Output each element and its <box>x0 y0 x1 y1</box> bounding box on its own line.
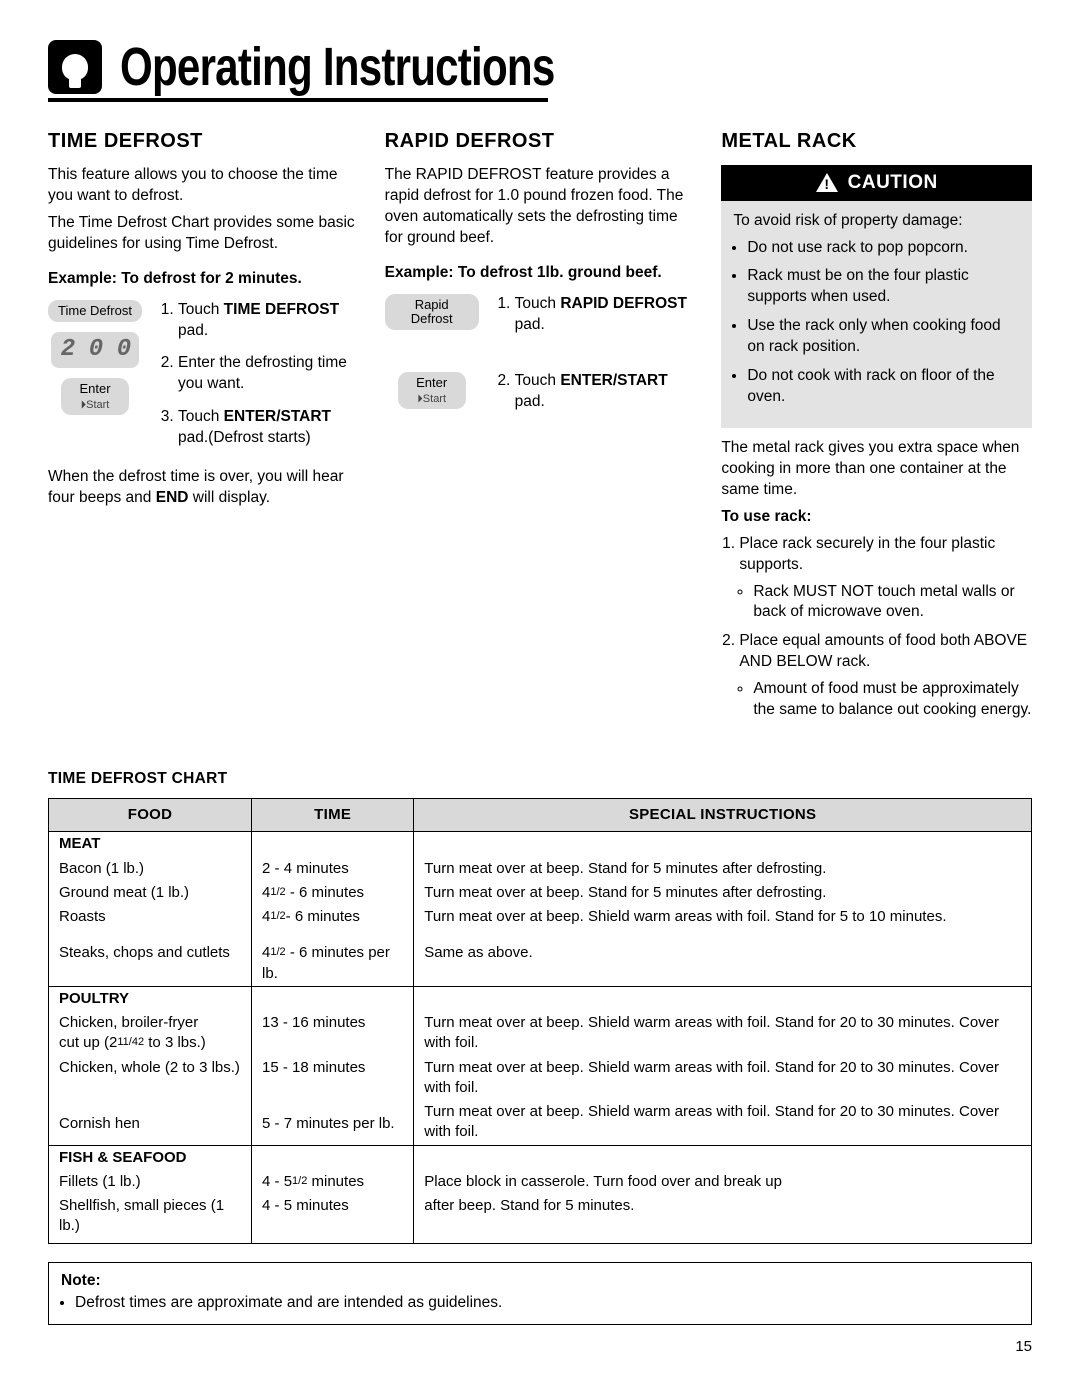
rapid-defrost-col: Rapid Defrost The RAPID DEFROST feature … <box>385 120 696 729</box>
chart-title: TIME DEFROST CHART <box>48 769 1032 790</box>
list-item: Enter the defrosting time you want. <box>178 353 359 395</box>
th-time: Time <box>252 799 414 832</box>
page-header: Operating Instructions <box>48 40 1032 94</box>
list-item: Place equal amounts of food both ABOVE A… <box>739 631 1032 721</box>
list-item: Amount of food must be approximately the… <box>753 679 1032 721</box>
time-defrost-pad-icon: Time Defrost <box>48 300 142 322</box>
th-instructions: Special Instructions <box>414 799 1032 832</box>
text: This feature allows you to choose the ti… <box>48 165 359 207</box>
display-icon: 2 0 0 <box>51 332 139 368</box>
use-rack-title: To use rack: <box>721 507 1032 528</box>
list-item: Place rack securely in the four plastic … <box>739 534 1032 624</box>
table-row: Cornish hen5 - 7 minutes per lb.Turn mea… <box>49 1100 1032 1145</box>
table-row: Roasts41/2- 6 minutesTurn meat over at b… <box>49 905 1032 929</box>
bulb-icon <box>48 40 102 94</box>
table-header-row: Food Time Special Instructions <box>49 799 1032 832</box>
example-title: Example: To defrost 1lb. ground beef. <box>385 263 696 284</box>
metal-rack-col: Metal Rack ! CAUTION To avoid risk of pr… <box>721 120 1032 729</box>
caution-banner: ! CAUTION <box>721 165 1032 201</box>
page-title: Operating Instructions <box>120 40 555 94</box>
text: When the defrost time is over, you will … <box>48 467 359 509</box>
list-item: Touch ENTER/START pad.(Defrost starts) <box>178 407 359 449</box>
list-item: Use the rack only when cooking food on r… <box>747 316 1020 358</box>
note-box: Note: Defrost times are approximate and … <box>48 1262 1032 1326</box>
th-food: Food <box>49 799 252 832</box>
steps-list: Touch RAPID DEFROST pad. Touch ENTER/STA… <box>497 294 696 426</box>
steps-list: Touch TIME DEFROST pad. Enter the defros… <box>160 300 359 462</box>
table-row: Ground meat (1 lb.)41/2 - 6 minutesTurn … <box>49 881 1032 905</box>
text: The metal rack gives you extra space whe… <box>721 438 1032 501</box>
example-title: Example: To defrost for 2 minutes. <box>48 269 359 290</box>
warning-icon: ! <box>816 173 838 192</box>
text: The RAPID DEFROST feature provides a rap… <box>385 165 696 249</box>
table-row: Shellfish, small pieces (1 lb.)4 - 5 min… <box>49 1194 1032 1243</box>
text: To avoid risk of property damage: <box>733 211 1020 232</box>
table-row: Meat <box>49 832 1032 857</box>
rapid-defrost-heading: Rapid Defrost <box>385 128 696 155</box>
metal-rack-heading: Metal Rack <box>721 128 1032 155</box>
list-item: Do not use rack to pop popcorn. <box>747 238 1020 259</box>
table-row: Chicken, broiler-fryercut up (211/42 to … <box>49 1011 1032 1056</box>
note-title: Note: <box>61 1272 101 1289</box>
list-item: Rack MUST NOT touch metal walls or back … <box>753 582 1032 624</box>
table-row: Bacon (1 lb.)2 - 4 minutesTurn meat over… <box>49 857 1032 881</box>
caution-body: To avoid risk of property damage: Do not… <box>721 201 1032 428</box>
table-row: Poultry <box>49 986 1032 1011</box>
enter-start-pad-icon: Enter ⏵Start <box>61 378 129 415</box>
defrost-chart-table: Food Time Special Instructions Meat Baco… <box>48 798 1032 1244</box>
time-defrost-heading: Time Defrost <box>48 128 359 155</box>
list-item: Touch ENTER/START pad. <box>515 371 696 413</box>
three-columns: Time Defrost This feature allows you to … <box>48 120 1032 729</box>
note-text: Defrost times are approximate and are in… <box>75 1293 1019 1314</box>
enter-start-pad-icon: Enter ⏵Start <box>398 372 466 409</box>
table-row: Fish & Seafood <box>49 1145 1032 1170</box>
list-item: Touch RAPID DEFROST pad. <box>515 294 696 336</box>
list-item: Do not cook with rack on floor of the ov… <box>747 366 1020 408</box>
divider <box>48 98 548 102</box>
table-row: Steaks, chops and cutlets41/2 - 6 minute… <box>49 929 1032 986</box>
list-item: Rack must be on the four plastic support… <box>747 266 1020 308</box>
time-defrost-col: Time Defrost This feature allows you to … <box>48 120 359 729</box>
page-number: 15 <box>48 1337 1032 1357</box>
svg-text:!: ! <box>824 176 829 192</box>
list-item: Touch TIME DEFROST pad. <box>178 300 359 342</box>
table-row: Chicken, whole (2 to 3 lbs.)15 - 18 minu… <box>49 1056 1032 1101</box>
rapid-defrost-pad-icon: Rapid Defrost <box>385 294 479 331</box>
text: The Time Defrost Chart provides some bas… <box>48 213 359 255</box>
table-row: Fillets (1 lb.)4 - 51/2 minutesPlace blo… <box>49 1170 1032 1194</box>
